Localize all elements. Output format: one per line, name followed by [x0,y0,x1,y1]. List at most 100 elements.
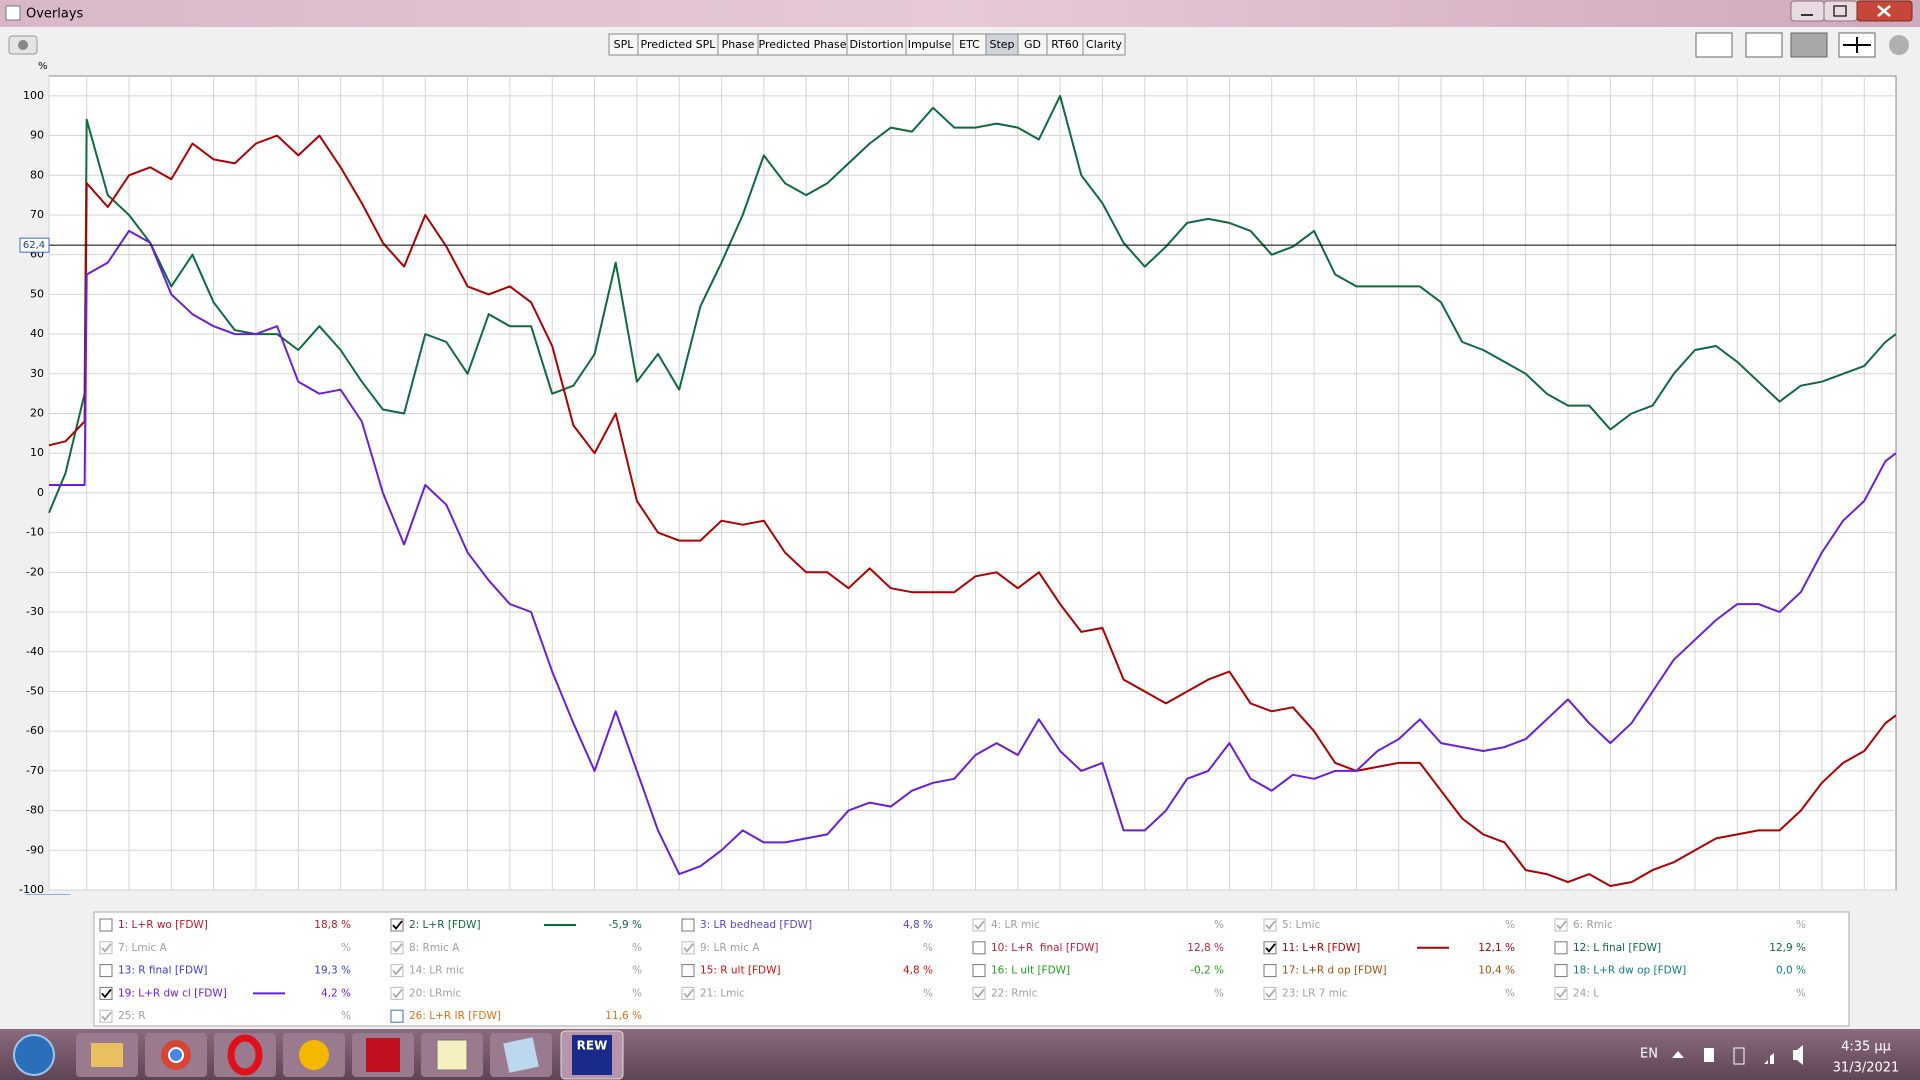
language-indicator[interactable]: EN [1640,1047,1658,1062]
tab-label[interactable]: Clarity [1086,38,1122,51]
clock-date[interactable]: 31/3/2021 [1833,1061,1900,1076]
legend-value: % [1505,919,1515,931]
legend-item[interactable]: 1: L+R wo [FDW] 18,8 % [99,918,351,932]
legend-label: 11: L+R [FDW] [1282,942,1360,954]
legend-value: % [923,987,933,999]
tab[interactable]: Impulse [905,33,954,56]
legend-label: 12: L final [FDW] [1573,942,1661,954]
legend-checkbox[interactable] [99,918,113,932]
legend-label: 24: L [1573,987,1599,999]
legend-checkbox[interactable] [972,941,986,955]
legend-item[interactable]: 10: L+R final [FDW] 12,8 % [972,941,1224,955]
legend-item[interactable]: 5: Lmic% [1263,918,1515,932]
clock-time[interactable]: 4:35 μμ [1841,1040,1891,1055]
tab[interactable]: Clarity [1082,33,1126,56]
legend-checkbox[interactable] [99,986,113,1000]
tab[interactable]: SPL [608,33,639,56]
legend-checkbox[interactable] [681,941,695,955]
tab[interactable]: RT60 [1046,33,1084,56]
tab-label[interactable]: RT60 [1051,38,1079,51]
legend-item[interactable]: 12: L final [FDW] 12,9 % [1554,941,1806,955]
legend-item[interactable]: 13: R final [FDW] 19,3 % [99,964,351,978]
legend-checkbox[interactable] [1263,941,1277,955]
tab-label[interactable]: GD [1024,38,1041,51]
tab[interactable]: Predicted Phase [757,33,848,56]
legend-checkbox[interactable] [972,918,986,932]
tab-label[interactable]: SPL [614,38,635,51]
legend-item[interactable]: 2: L+R [FDW] -5,9 % [390,918,642,932]
legend-item[interactable]: 24: L% [1554,986,1806,1000]
legend-checkbox[interactable] [1263,986,1277,1000]
legend-item[interactable]: 25: R% [99,1009,351,1023]
tab[interactable]: ETC [952,33,987,56]
tab-label[interactable]: Step [989,38,1014,51]
legend-value: 12,1 % [1478,942,1515,954]
legend-item[interactable]: 8: Rmic A% [390,941,642,955]
tab-label[interactable]: Phase [722,38,755,51]
legend-item[interactable]: 21: Lmic% [681,986,933,1000]
tab-label[interactable]: Predicted SPL [641,38,717,51]
legend-checkbox[interactable] [681,964,695,978]
legend-item[interactable]: 26: L+R IR [FDW] 11,6 % [390,1009,642,1023]
limits-button[interactable] [1790,32,1828,58]
legend-checkbox[interactable] [390,986,404,1000]
legend-item[interactable]: 23: LR 7 mic% [1263,986,1515,1000]
tab[interactable]: GD [1017,33,1048,56]
legend-item[interactable]: 22: Rmic% [972,986,1224,1000]
settings-button[interactable] [1889,35,1909,55]
legend-checkbox[interactable] [1554,964,1568,978]
legend-checkbox[interactable] [390,1009,404,1023]
tab[interactable]: Predicted SPL [637,33,719,56]
legend-checkbox[interactable] [681,986,695,1000]
legend-item[interactable]: 9: LR mic A% [681,941,933,955]
tab[interactable]: Phase [717,33,759,56]
tab[interactable]: Step [985,33,1019,56]
legend-item[interactable]: 6: Rmic% [1554,918,1806,932]
legend-checkbox[interactable] [972,964,986,978]
fit-x-button[interactable] [1745,32,1783,58]
tab-label[interactable]: ETC [959,38,980,51]
legend-checkbox[interactable] [1263,964,1277,978]
legend-checkbox[interactable] [99,964,113,978]
legend-checkbox[interactable] [1554,986,1568,1000]
opera-app[interactable] [214,1033,276,1077]
fit-y-button[interactable] [1695,32,1733,58]
legend-item[interactable]: 7: Lmic A% [99,941,351,955]
tab-label[interactable]: Predicted Phase [759,38,847,51]
legend-checkbox[interactable] [390,918,404,932]
legend-checkbox[interactable] [1263,918,1277,932]
legend-value: % [1796,919,1806,931]
legend-item[interactable]: 15: R ult [FDW] 4,8 % [681,964,933,978]
y-axis-unit: % [38,61,48,72]
legend-checkbox[interactable] [681,918,695,932]
legend-item[interactable]: 3: LR bedhead [FDW] 4,8 % [681,918,933,932]
legend-checkbox[interactable] [99,941,113,955]
legend-item[interactable]: 18: L+R dw op [FDW] 0,0 % [1554,964,1806,978]
legend-item[interactable]: 11: L+R [FDW] 12,1 % [1263,941,1515,955]
legend-label: 1: L+R wo [FDW] [118,919,208,931]
tab-label[interactable]: Distortion [850,38,904,51]
tab-button[interactable] [1082,33,1126,56]
legend-label: 23: LR 7 mic [1282,987,1348,999]
trace-line [48,94,1897,514]
window-title: Overlays [26,7,84,22]
legend-checkbox[interactable] [390,941,404,955]
tab[interactable]: Distortion [846,33,907,56]
legend-item[interactable]: 16: L ult [FDW] -0,2 % [972,964,1224,978]
legend-checkbox[interactable] [390,964,404,978]
legend-checkbox[interactable] [972,986,986,1000]
y-tick-label: -30 [26,605,44,618]
tab-label[interactable]: Impulse [908,38,952,51]
maximize-button[interactable] [1823,0,1858,22]
legend-checkbox[interactable] [99,1009,113,1023]
legend-item[interactable]: 4: LR mic% [972,918,1224,932]
legend-checkbox[interactable] [1554,941,1568,955]
start-button[interactable] [13,1034,55,1076]
minimize-button[interactable] [1790,0,1825,22]
legend-checkmark [101,943,112,953]
legend-item[interactable]: 20: LRmic% [390,986,642,1000]
legend-item[interactable]: 14: LR mic% [390,964,642,978]
legend-checkbox[interactable] [1554,918,1568,932]
legend-item[interactable]: 17: L+R d op [FDW] 10,4 % [1263,964,1515,978]
legend-item[interactable]: 19: L+R dw cl [FDW] 4,2 % [99,986,351,1000]
